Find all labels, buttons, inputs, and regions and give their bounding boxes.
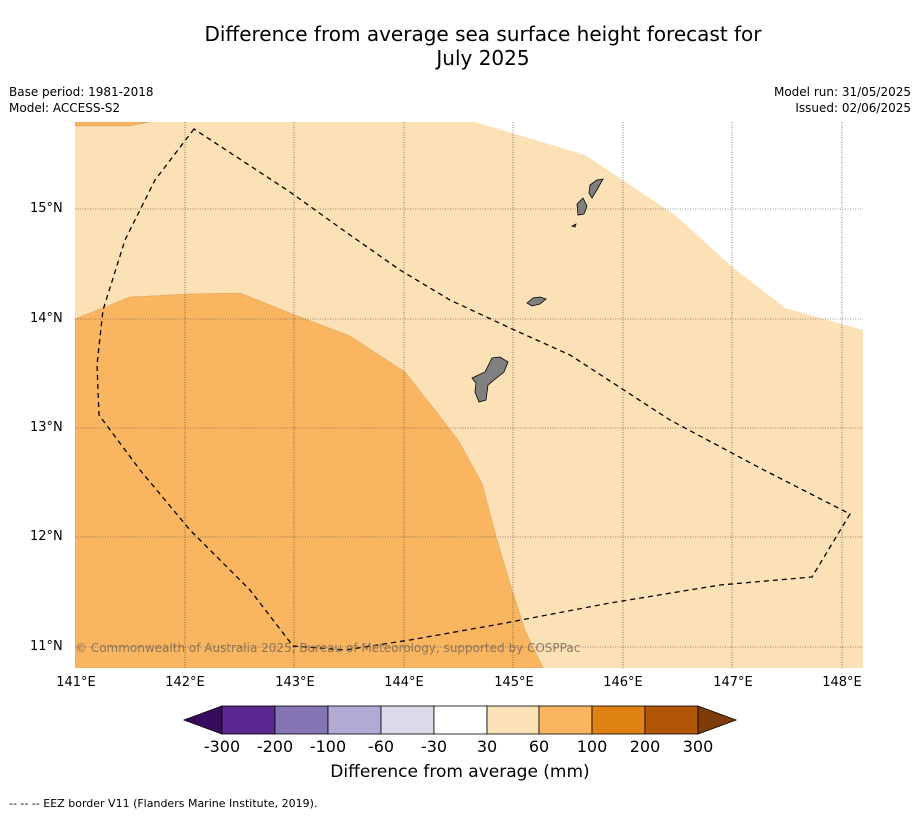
- lat-label-11n: 11°N: [30, 639, 63, 654]
- model-run: Model run: 31/05/2025: [773, 85, 911, 99]
- islands: [471, 178, 604, 403]
- lat-label-14n: 14°N: [30, 311, 63, 326]
- meta-left: Base period: 1981-2018 Model: ACCESS-S2: [9, 84, 154, 116]
- lat-label-12n: 12°N: [30, 529, 63, 544]
- colorbar-bin-9: [644, 705, 699, 735]
- eez-border: [96, 128, 851, 651]
- island-anatahan: [588, 178, 604, 199]
- title-line-1: Difference from average sea surface heig…: [204, 22, 762, 46]
- band-60-100: [75, 292, 544, 668]
- lat-label-13n: 13°N: [30, 420, 63, 435]
- island-tinian: [570, 223, 577, 228]
- colorbar-tick: -200: [256, 737, 294, 756]
- copyright-notice: © Commonwealth of Australia 2025, Bureau…: [75, 641, 581, 655]
- colorbar-tick: 200: [629, 737, 661, 756]
- colorbar-bin-2: [274, 705, 329, 735]
- colorbar-bin-3: [327, 705, 382, 735]
- colorbar-bin-4: [380, 705, 435, 735]
- base-period: Base period: 1981-2018: [9, 85, 154, 99]
- lon-label-147e: 147°E: [713, 675, 753, 690]
- colorbar-bin-6: [486, 705, 540, 735]
- gridlines: [75, 122, 863, 668]
- lon-label-142e: 142°E: [165, 675, 205, 690]
- lon-label-148e: 148°E: [822, 675, 862, 690]
- island-saipan: [576, 197, 588, 216]
- chart-title: Difference from average sea surface heig…: [183, 22, 783, 70]
- eez-legend-note: -- -- -- EEZ border V11 (Flanders Marine…: [9, 797, 318, 810]
- lon-label-141e: 141°E: [56, 675, 96, 690]
- colorbar-bin-8: [591, 705, 646, 735]
- colorbar-extend-low: [182, 705, 223, 735]
- colorbar-tick: 100: [576, 737, 608, 756]
- lat-label-15n: 15°N: [30, 201, 63, 216]
- colorbar-bin-7: [538, 705, 593, 735]
- lon-label-143e: 143°E: [275, 675, 315, 690]
- model-name: Model: ACCESS-S2: [9, 101, 121, 115]
- colorbar-tick: -30: [420, 737, 448, 756]
- colorbar-bin-1: [221, 705, 276, 735]
- title-line-2: July 2025: [436, 46, 530, 70]
- colorbar-extend-high: [697, 705, 738, 735]
- band-60-100-top: [75, 122, 151, 127]
- island-rota: [526, 296, 547, 307]
- colorbar-tick: 60: [528, 737, 550, 756]
- colorbar-tick: -60: [367, 737, 395, 756]
- colorbar-tick: 300: [682, 737, 714, 756]
- lon-label-146e: 146°E: [603, 675, 643, 690]
- colorbar-tick: 30: [476, 737, 498, 756]
- issued-date: Issued: 02/06/2025: [795, 101, 911, 115]
- meta-right: Model run: 31/05/2025 Issued: 02/06/2025: [774, 84, 911, 116]
- colorbar-tick: -100: [309, 737, 347, 756]
- colorbar-tick: -300: [203, 737, 241, 756]
- map-area: [75, 122, 863, 668]
- lon-label-144e: 144°E: [384, 675, 424, 690]
- lon-label-145e: 145°E: [494, 675, 534, 690]
- colorbar-bin-5: [433, 705, 488, 735]
- island-guam: [471, 356, 509, 403]
- colorbar: [182, 705, 738, 735]
- colorbar-label: Difference from average (mm): [330, 762, 590, 782]
